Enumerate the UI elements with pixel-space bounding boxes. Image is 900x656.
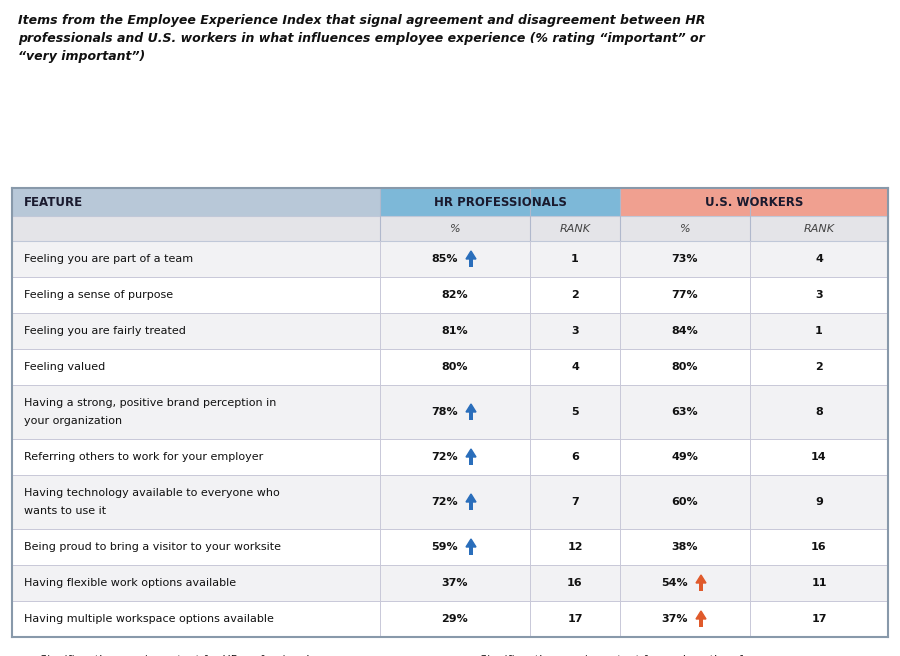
- Text: 49%: 49%: [671, 452, 698, 462]
- Polygon shape: [466, 449, 476, 457]
- Text: RANK: RANK: [560, 224, 590, 234]
- Text: Feeling a sense of purpose: Feeling a sense of purpose: [24, 290, 173, 300]
- Text: 29%: 29%: [442, 614, 468, 624]
- Bar: [469, 412, 473, 420]
- Bar: [12, 385, 888, 439]
- Text: U.S. WORKERS: U.S. WORKERS: [705, 195, 803, 209]
- Text: %: %: [450, 224, 460, 234]
- Bar: [469, 502, 473, 510]
- Polygon shape: [696, 611, 706, 619]
- Text: Significantly more important for workers than for: Significantly more important for workers…: [480, 655, 754, 656]
- Bar: [469, 259, 473, 267]
- Text: 17: 17: [811, 614, 827, 624]
- Text: 37%: 37%: [662, 614, 688, 624]
- Text: “very important”): “very important”): [18, 50, 145, 63]
- Bar: [12, 601, 888, 637]
- Bar: [380, 188, 620, 216]
- Text: 3: 3: [572, 326, 579, 336]
- Text: 82%: 82%: [442, 290, 468, 300]
- Bar: [12, 565, 888, 601]
- Text: 63%: 63%: [671, 407, 698, 417]
- Text: Feeling you are fairly treated: Feeling you are fairly treated: [24, 326, 186, 336]
- Bar: [530, 216, 620, 241]
- Bar: [12, 313, 888, 349]
- Bar: [380, 216, 530, 241]
- Bar: [620, 188, 888, 216]
- Text: 8: 8: [815, 407, 823, 417]
- Text: 9: 9: [815, 497, 823, 507]
- Text: 2: 2: [815, 362, 823, 372]
- Text: RANK: RANK: [804, 224, 834, 234]
- Text: Having technology available to everyone who: Having technology available to everyone …: [24, 488, 280, 498]
- Text: 73%: 73%: [671, 254, 698, 264]
- Text: %: %: [680, 224, 690, 234]
- Text: 4: 4: [572, 362, 579, 372]
- Text: FEATURE: FEATURE: [24, 195, 83, 209]
- Text: Significantly more important for HR professionals: Significantly more important for HR prof…: [40, 655, 315, 656]
- Bar: [620, 216, 750, 241]
- Bar: [699, 619, 703, 627]
- Text: 14: 14: [811, 452, 827, 462]
- Bar: [12, 439, 888, 475]
- Text: Referring others to work for your employer: Referring others to work for your employ…: [24, 452, 263, 462]
- Text: 17: 17: [567, 614, 583, 624]
- Text: 38%: 38%: [671, 542, 698, 552]
- Text: Having multiple workspace options available: Having multiple workspace options availa…: [24, 614, 274, 624]
- Text: 77%: 77%: [671, 290, 698, 300]
- Polygon shape: [466, 494, 476, 502]
- Bar: [699, 583, 703, 591]
- Polygon shape: [696, 575, 706, 583]
- Polygon shape: [466, 539, 476, 547]
- Text: Being proud to bring a visitor to your worksite: Being proud to bring a visitor to your w…: [24, 542, 281, 552]
- Bar: [12, 349, 888, 385]
- Text: 3: 3: [815, 290, 823, 300]
- Bar: [12, 188, 380, 216]
- Text: 6: 6: [572, 452, 579, 462]
- Text: 11: 11: [811, 578, 827, 588]
- Bar: [12, 241, 888, 277]
- Text: 80%: 80%: [442, 362, 468, 372]
- Bar: [12, 475, 888, 529]
- Bar: [750, 216, 888, 241]
- Bar: [12, 529, 888, 565]
- Text: professionals and U.S. workers in what influences employee experience (% rating : professionals and U.S. workers in what i…: [18, 32, 705, 45]
- Text: Feeling valued: Feeling valued: [24, 362, 105, 372]
- Text: your organization: your organization: [24, 416, 122, 426]
- Text: 7: 7: [572, 497, 579, 507]
- Bar: [12, 277, 888, 313]
- Text: 16: 16: [811, 542, 827, 552]
- Text: 1: 1: [572, 254, 579, 264]
- Text: 81%: 81%: [442, 326, 468, 336]
- Polygon shape: [466, 404, 476, 412]
- Text: HR PROFESSIONALS: HR PROFESSIONALS: [434, 195, 566, 209]
- Text: Items from the Employee Experience Index that signal agreement and disagreement : Items from the Employee Experience Index…: [18, 14, 706, 27]
- Text: 4: 4: [815, 254, 823, 264]
- Text: 16: 16: [567, 578, 583, 588]
- Text: 60%: 60%: [671, 497, 698, 507]
- Polygon shape: [466, 251, 476, 259]
- Text: Feeling you are part of a team: Feeling you are part of a team: [24, 254, 194, 264]
- Bar: [12, 216, 380, 241]
- Text: 5: 5: [572, 407, 579, 417]
- Text: 12: 12: [567, 542, 583, 552]
- Bar: [469, 457, 473, 465]
- Text: 72%: 72%: [432, 452, 458, 462]
- Text: 78%: 78%: [432, 407, 458, 417]
- Text: 37%: 37%: [442, 578, 468, 588]
- Bar: [469, 547, 473, 555]
- Text: 54%: 54%: [662, 578, 688, 588]
- Text: 85%: 85%: [432, 254, 458, 264]
- Text: Having a strong, positive brand perception in: Having a strong, positive brand percepti…: [24, 398, 276, 408]
- Text: 72%: 72%: [432, 497, 458, 507]
- Text: 1: 1: [815, 326, 823, 336]
- Text: 2: 2: [572, 290, 579, 300]
- Text: wants to use it: wants to use it: [24, 506, 106, 516]
- Text: 84%: 84%: [671, 326, 698, 336]
- Text: 59%: 59%: [432, 542, 458, 552]
- Text: 80%: 80%: [671, 362, 698, 372]
- Text: Having flexible work options available: Having flexible work options available: [24, 578, 236, 588]
